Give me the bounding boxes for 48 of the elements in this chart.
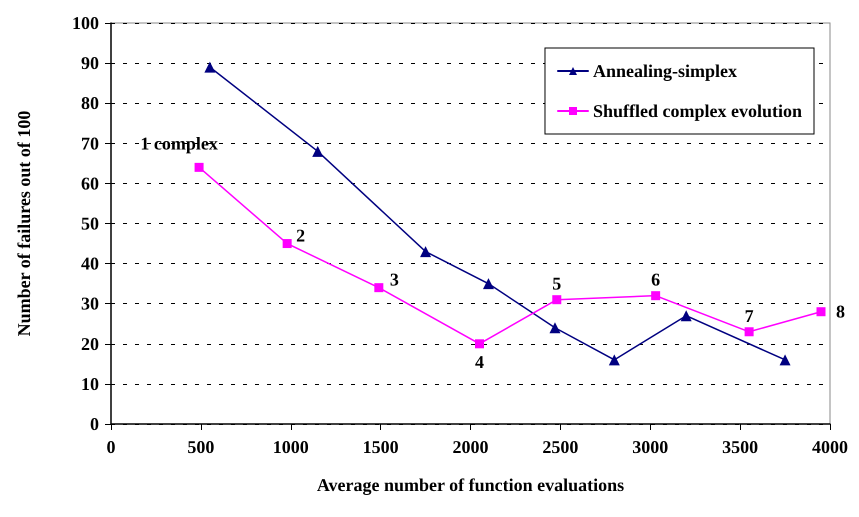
annotation: 8	[836, 302, 846, 322]
y-tick-label: 60	[81, 173, 99, 194]
x-tick-label: 3500	[722, 437, 758, 457]
point	[680, 310, 692, 322]
y-tick-label: 20	[81, 334, 99, 354]
annotation: 7	[744, 306, 754, 326]
point	[651, 291, 660, 300]
legend-label: Annealing-simplex	[592, 61, 738, 81]
y-tick-label: 100	[72, 13, 99, 33]
y-axis-title: Number of failures out of 100	[14, 110, 34, 336]
x-tick-label: 4000	[812, 437, 848, 457]
y-tick-label: 0	[90, 414, 99, 434]
y-tick-label: 50	[81, 214, 99, 234]
x-tick-label: 0	[106, 437, 116, 457]
y-tick-label: 40	[81, 254, 99, 274]
point	[474, 339, 484, 348]
point	[204, 62, 216, 73]
point	[780, 354, 791, 366]
point	[744, 327, 754, 336]
x-axis-title: Average number of function evaluations	[316, 475, 624, 495]
annotation: 3	[390, 270, 399, 290]
y-tick-label: 10	[81, 374, 99, 394]
x-tick-label: 2500	[542, 437, 578, 457]
annotation: 2	[296, 226, 306, 246]
annotation: 6	[651, 270, 660, 290]
point	[312, 146, 324, 157]
point	[282, 239, 292, 248]
annotation: 1 complex	[140, 133, 218, 154]
x-tick-label: 1000	[272, 437, 309, 457]
x-tick-label: 500	[187, 437, 214, 457]
annotation: 5	[552, 274, 562, 294]
y-tick-label: 80	[81, 93, 99, 114]
point	[420, 246, 432, 258]
point	[482, 278, 494, 290]
x-tick-label: 2000	[452, 437, 488, 457]
legend-label: Shuffled complex evolution	[592, 101, 802, 121]
point	[194, 162, 204, 172]
annotation: 4	[474, 352, 484, 372]
point	[552, 295, 562, 304]
y-tick-label: 90	[81, 53, 99, 74]
x-tick-label: 3000	[632, 437, 668, 457]
point	[608, 354, 620, 366]
point	[549, 322, 560, 334]
y-tick-label: 30	[81, 294, 99, 314]
point	[816, 307, 826, 316]
y-tick-label: 70	[81, 133, 99, 154]
point	[374, 283, 384, 292]
x-tick-label: 1500	[362, 437, 399, 457]
